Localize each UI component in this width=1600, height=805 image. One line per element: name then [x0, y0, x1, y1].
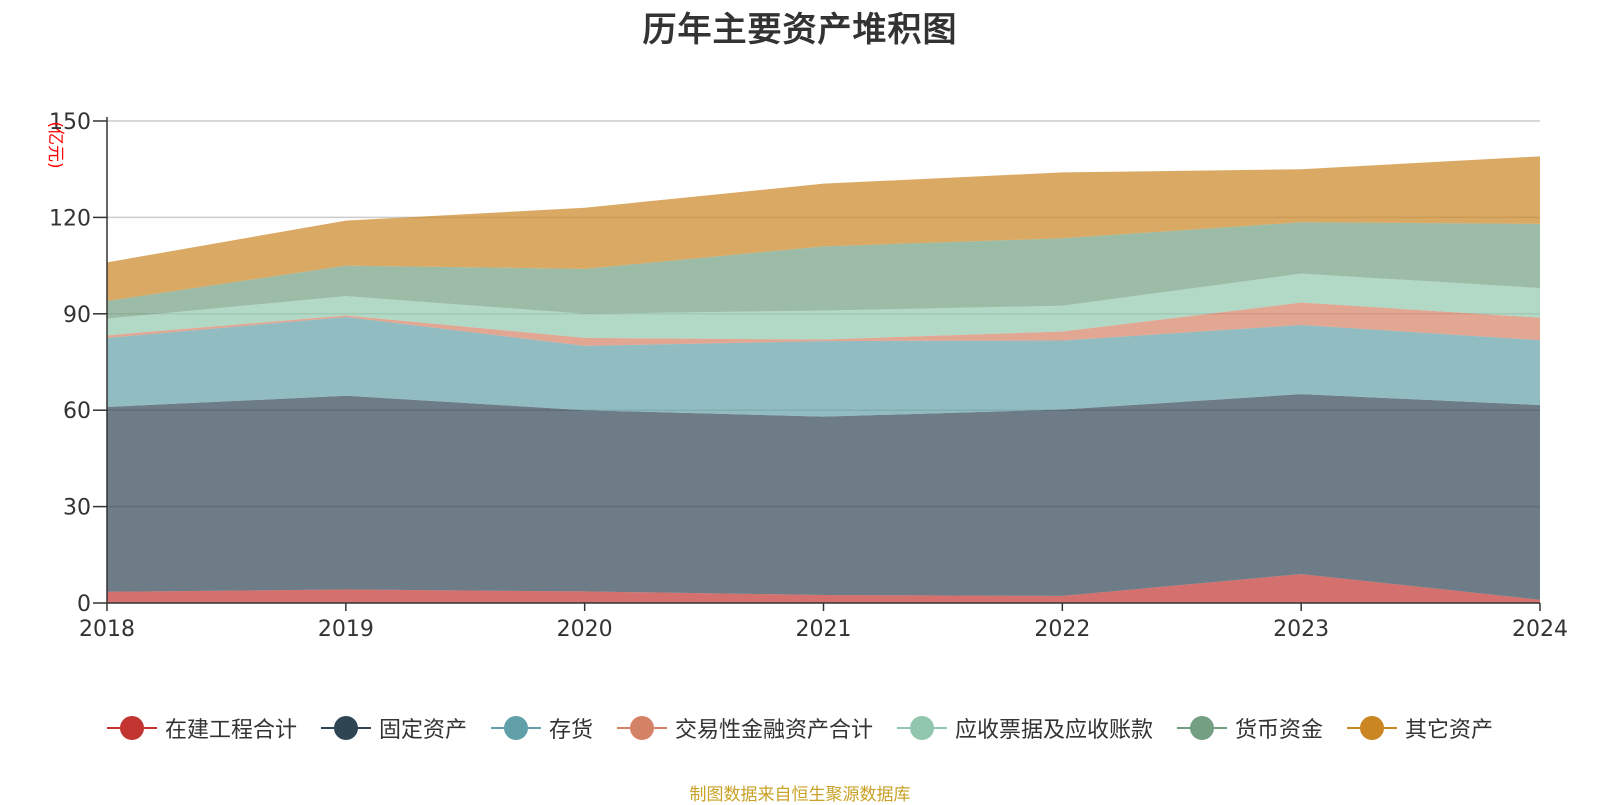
legend-label: 交易性金融资产合计: [674, 718, 873, 743]
legend-label: 应收票据及应收账款: [955, 718, 1154, 743]
area-series-2: [107, 317, 1540, 417]
y-tick-label: 90: [63, 303, 91, 328]
legend-item[interactable]: 应收票据及应收账款: [897, 712, 1153, 744]
area-series-6: [107, 156, 1540, 301]
x-tick-label: 2023: [1273, 617, 1329, 642]
legend-label: 在建工程合计: [164, 718, 297, 743]
x-tick-label: 2024: [1512, 617, 1568, 642]
y-tick-label: 30: [63, 496, 91, 521]
chart-legend: 在建工程合计 固定资产 存货 交易性金融资产合计 应收票据及应收账款 货币资金 其它资产: [0, 712, 1600, 744]
legend-item[interactable]: 交易性金融资产合计: [616, 712, 873, 744]
x-tick-label: 2020: [557, 617, 613, 642]
x-tick-label: 2019: [318, 617, 374, 642]
legend-item[interactable]: 其它资产: [1347, 712, 1493, 744]
area-series-0: [107, 574, 1540, 603]
chart-title: 历年主要资产堆积图: [642, 10, 958, 50]
x-tick-label: 2022: [1034, 617, 1090, 642]
x-axis-ticks: 2018 2019 2020 2021 2022 2023 2024: [79, 603, 1568, 642]
y-tick-label: 120: [49, 206, 91, 231]
area-series-3: [107, 302, 1540, 346]
legend-item[interactable]: 固定资产: [320, 712, 467, 744]
legend-label: 存货: [548, 718, 593, 743]
x-tick-label: 2021: [796, 617, 852, 642]
legend-item[interactable]: 货币资金: [1177, 712, 1323, 744]
legend-marker-icon: [1177, 715, 1228, 741]
legend-marker-icon: [897, 715, 947, 741]
legend-marker-icon: [1347, 715, 1398, 741]
legend-marker-icon: [320, 715, 371, 741]
area-series-5: [107, 222, 1540, 319]
legend-marker-icon: [106, 715, 157, 741]
legend-item[interactable]: 在建工程合计: [106, 712, 297, 744]
area-series-group: [107, 156, 1540, 603]
legend-label: 固定资产: [378, 718, 467, 743]
legend-label: 其它资产: [1405, 718, 1494, 743]
x-tick-label: 2018: [79, 617, 135, 642]
legend-marker-icon: [616, 715, 667, 741]
area-series-4: [107, 273, 1540, 340]
y-tick-label: 150: [49, 110, 91, 135]
y-axis-unit-label: (亿元): [45, 121, 65, 168]
data-source-note: 制图数据来自恒生聚源数据库: [689, 785, 911, 805]
y-tick-label: 0: [77, 592, 91, 617]
area-series-1: [107, 394, 1540, 600]
legend-marker-icon: [490, 715, 541, 741]
legend-label: 货币资金: [1235, 718, 1324, 743]
y-axis-ticks: 0 30 60 90 120 150: [49, 110, 107, 617]
y-tick-label: 60: [63, 399, 91, 424]
legend-item[interactable]: 存货: [490, 712, 593, 744]
